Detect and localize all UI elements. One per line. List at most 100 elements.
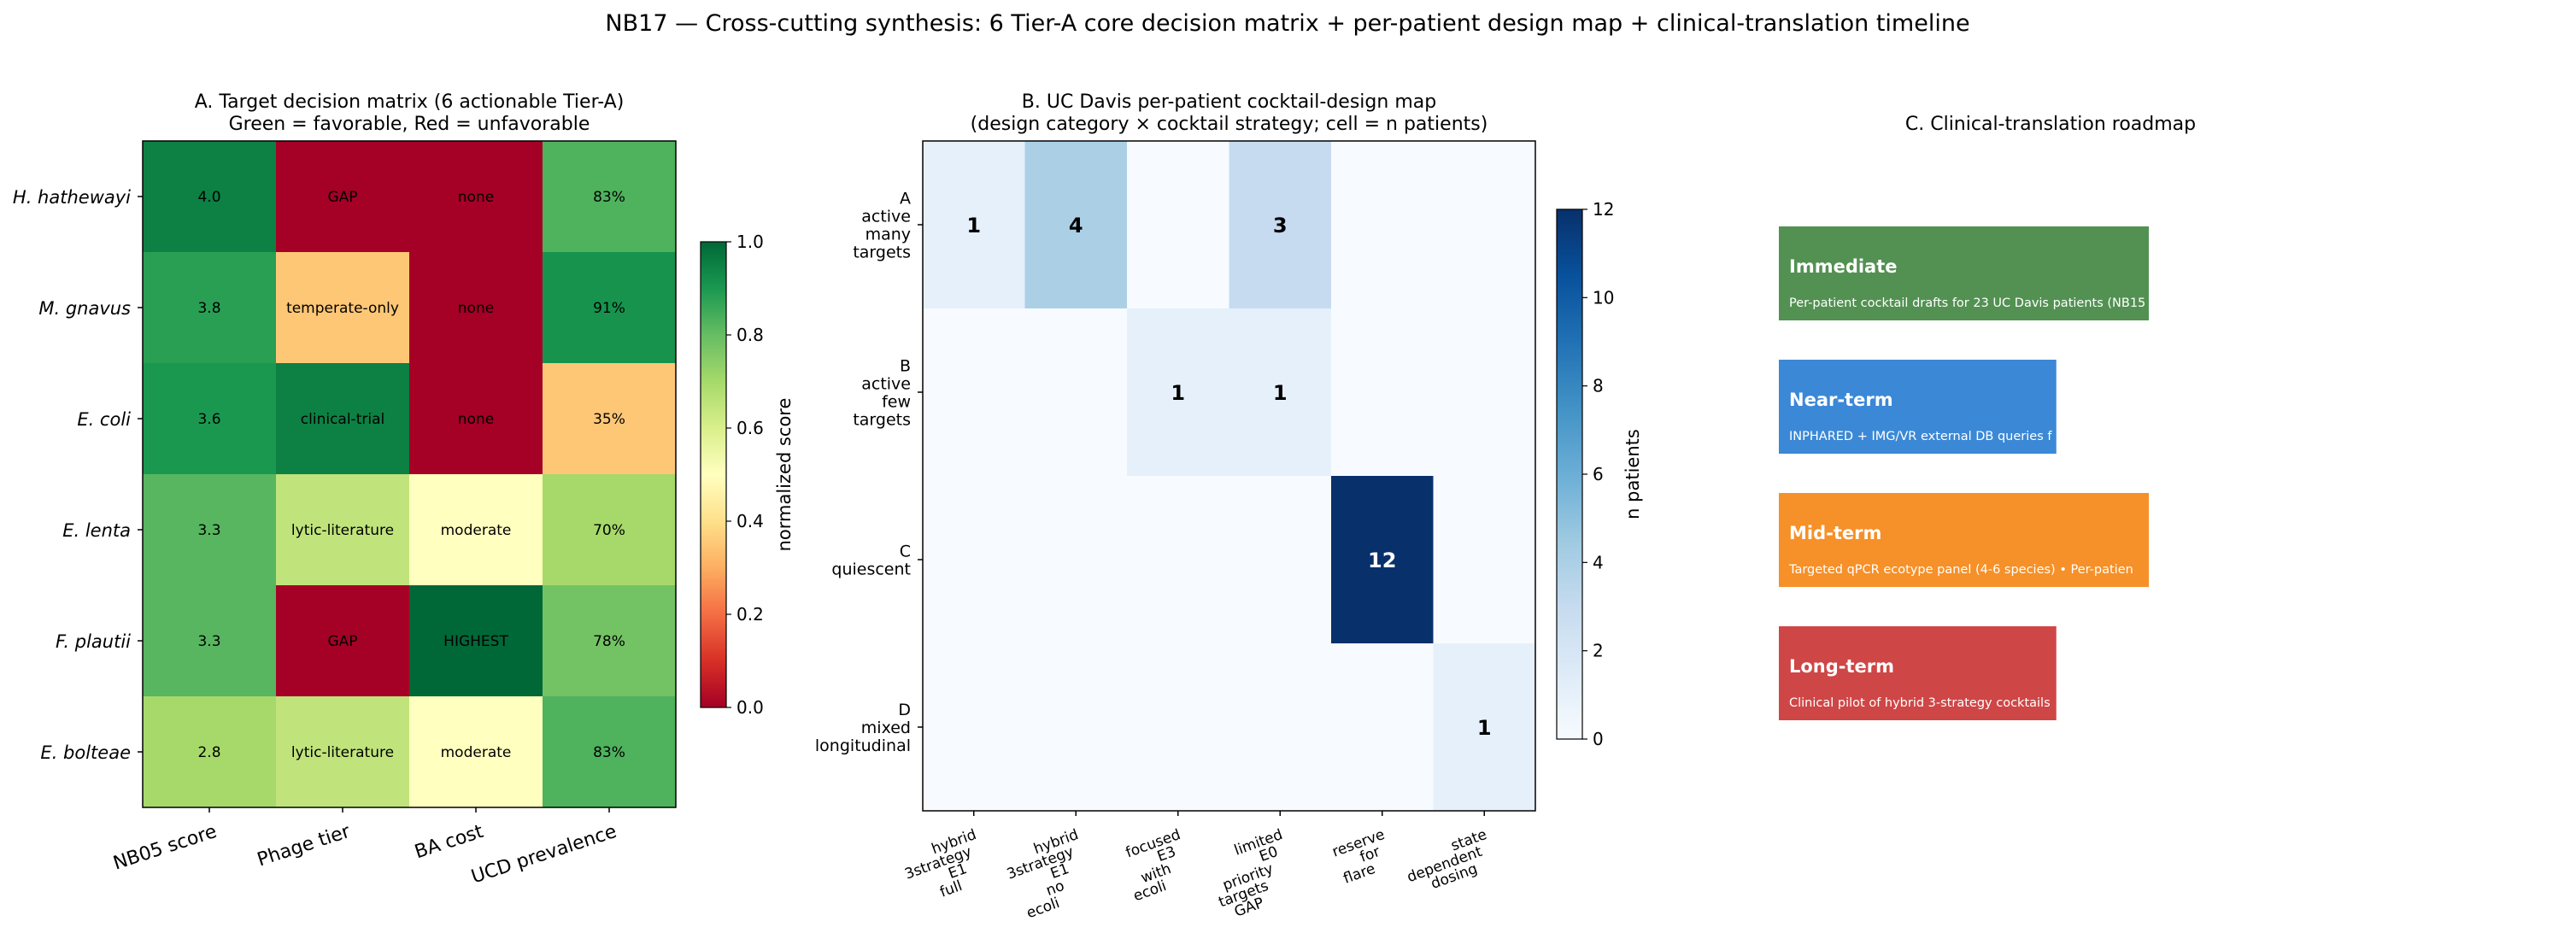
row-label-line: quiescent	[831, 560, 911, 579]
matrix-cell	[143, 363, 276, 474]
roadmap-bar	[1779, 360, 2057, 454]
design-cell	[1024, 643, 1127, 811]
panel-b-subtitle: (design category × cocktail strategy; ce…	[971, 114, 1488, 135]
panel-a-decision-matrix: A. Target decision matrix (6 actionable …	[13, 91, 795, 888]
design-cell	[1229, 643, 1331, 811]
design-cell	[1127, 476, 1229, 643]
matrix-cell-label: 70%	[593, 522, 625, 539]
colorbar-tick-label: 0.6	[736, 418, 764, 438]
matrix-cell-label: lytic-literature	[291, 522, 394, 539]
row-label: E. coli	[77, 409, 131, 430]
matrix-cell	[276, 252, 409, 363]
design-cell	[1433, 643, 1535, 811]
matrix-cell-label: clinical-trial	[301, 411, 384, 428]
panel-a-title: A. Target decision matrix (6 actionable …	[195, 91, 625, 113]
matrix-cell	[543, 474, 676, 585]
column-label: BA cost	[412, 821, 486, 863]
colorbar-tick-label: 10	[1593, 287, 1614, 308]
panel-c-title: C. Clinical-translation roadmap	[1905, 114, 2196, 135]
design-cell	[1229, 308, 1331, 476]
column-label-line: full	[937, 877, 964, 901]
matrix-cell	[409, 252, 543, 363]
design-cell	[1024, 308, 1127, 476]
matrix-cell	[543, 696, 676, 807]
colorbar-tick-label: 8	[1593, 376, 1604, 396]
matrix-cell-label: moderate	[441, 522, 512, 539]
matrix-cell-label: HIGHEST	[443, 633, 508, 650]
column-label: NB05 score	[111, 821, 220, 875]
matrix-cell-label: 2.8	[197, 744, 220, 761]
colorbar-tick-label: 2	[1593, 641, 1604, 661]
roadmap-phase-label: Immediate	[1789, 256, 1898, 277]
matrix-cell	[143, 585, 276, 696]
matrix-cell	[409, 141, 543, 252]
design-cell	[1024, 141, 1127, 308]
matrix-cell-label: temperate-only	[286, 300, 399, 317]
colorbar-tick-label: 0.8	[736, 325, 764, 345]
design-cell	[1433, 476, 1535, 643]
matrix-cell-label: 83%	[593, 744, 625, 761]
matrix-cell	[409, 363, 543, 474]
colorbar-tick-label: 0.0	[736, 697, 764, 718]
column-label-line: ecoli	[1024, 895, 1062, 922]
design-cell	[1331, 141, 1434, 308]
design-cell	[923, 308, 1025, 476]
matrix-cell	[276, 696, 409, 807]
matrix-cell	[143, 474, 276, 585]
design-cell	[1127, 308, 1229, 476]
matrix-cell	[276, 474, 409, 585]
panel-b-design-map: B. UC Davis per-patient cocktail-design …	[815, 91, 1643, 922]
matrix-cell-label: none	[458, 411, 494, 428]
design-cell	[1127, 141, 1229, 308]
column-label-line: ecoli	[1131, 877, 1169, 905]
design-cell	[923, 141, 1025, 308]
matrix-cell-label: moderate	[441, 744, 512, 761]
design-cell	[1229, 141, 1331, 308]
matrix-cell-label: 83%	[593, 189, 625, 206]
row-label-line: active	[861, 208, 911, 226]
roadmap-phase-text: Targeted qPCR ecotype panel (4-6 species…	[1788, 563, 2133, 577]
colorbar-tick-label: 12	[1593, 199, 1614, 220]
colorbar-a-label: normalized score	[774, 398, 795, 552]
figure-suptitle: NB17 — Cross-cutting synthesis: 6 Tier-A…	[605, 10, 1969, 37]
matrix-cell-label: 3.6	[197, 411, 220, 428]
colorbar-tick-label: 0	[1593, 729, 1604, 749]
row-label-line: A	[900, 190, 911, 208]
row-label: E. bolteae	[40, 742, 131, 763]
colorbar-tick-label: 1.0	[736, 232, 764, 252]
column-label: Phage tier	[255, 821, 354, 871]
matrix-cell-label: 3.8	[197, 300, 220, 317]
matrix-cell	[143, 696, 276, 807]
row-label-line: B	[900, 357, 911, 376]
design-cell	[1127, 643, 1229, 811]
design-cell	[1433, 308, 1535, 476]
design-cell	[923, 643, 1025, 811]
row-label: F. plautii	[56, 631, 131, 652]
row-label-line: active	[861, 375, 911, 394]
colorbar-b-label: n patients	[1622, 429, 1643, 519]
matrix-cell-label: 4.0	[197, 189, 220, 206]
row-label-line: C	[900, 543, 911, 561]
matrix-cell	[276, 141, 409, 252]
design-cell	[1331, 476, 1434, 643]
colorbar-tick-label: 0.2	[736, 604, 764, 625]
roadmap-bar	[1779, 626, 2057, 720]
colorbar-tick-label: 4	[1593, 552, 1604, 572]
panel-b-frame	[922, 140, 1536, 812]
matrix-cell	[143, 252, 276, 363]
design-cell-count: 1	[1171, 381, 1185, 405]
matrix-cell	[409, 696, 543, 807]
matrix-cell-label: lytic-literature	[291, 744, 394, 761]
row-label-line: many	[866, 226, 911, 244]
matrix-cell-label: GAP	[327, 633, 357, 650]
row-label-line: few	[882, 393, 911, 412]
row-label: E. lenta	[62, 520, 131, 541]
matrix-cell-label: 3.3	[197, 633, 220, 650]
row-label: H. hathewayi	[13, 187, 131, 208]
roadmap-phase-label: Near-term	[1789, 390, 1893, 410]
matrix-cell-label: none	[458, 300, 494, 317]
roadmap-bar	[1779, 226, 2149, 320]
roadmap-phase-label: Mid-term	[1789, 523, 1881, 543]
design-cell-count: 1	[966, 214, 981, 238]
